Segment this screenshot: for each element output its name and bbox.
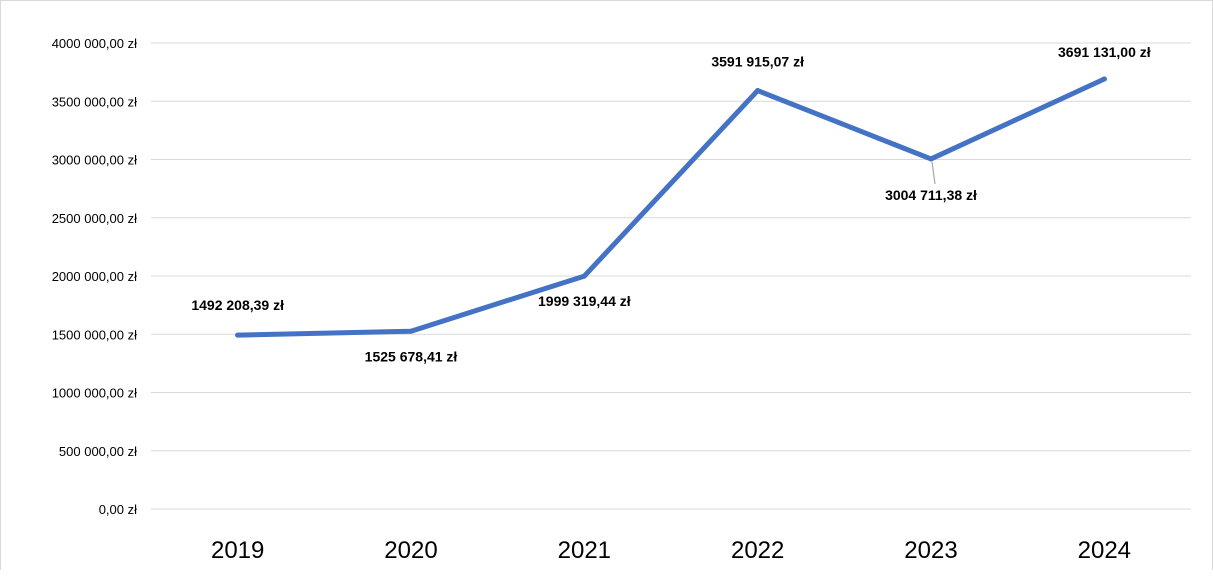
x-tick-label: 2023 [904,537,957,564]
data-label: 3591 915,07 zł [711,54,804,70]
y-tick-label: 4000 000,00 zł [52,36,137,51]
data-label: 1999 319,44 zł [538,293,631,309]
data-point [235,332,241,338]
y-tick-label: 1500 000,00 zł [52,327,137,342]
x-tick-label: 2022 [731,537,784,564]
y-tick-label: 3500 000,00 zł [52,94,137,109]
x-axis-tick-labels: 2019 2020 2021 2022 2023 2024 [211,537,1131,564]
data-label: 3691 131,00 zł [1058,44,1151,60]
x-tick-label: 2021 [558,537,611,564]
x-tick-label: 2024 [1078,537,1131,564]
x-tick-label: 2019 [211,537,264,564]
y-tick-label: 3000 000,00 zł [52,153,137,168]
series-line [235,76,1107,338]
y-axis-tick-labels: 0,00 zł 500 000,00 zł 1000 000,00 zł 1500 0… [52,36,137,517]
data-point [408,328,414,334]
y-tick-label: 2000 000,00 zł [52,269,137,284]
y-tick-label: 1000 000,00 zł [52,386,137,401]
y-tick-label: 2500 000,00 zł [52,211,137,226]
data-label: 1525 678,41 zł [365,348,458,364]
series-line-group [235,76,1107,338]
data-point [581,273,587,279]
data-label: 3004 711,38 zł [885,187,977,203]
data-point [1101,76,1107,82]
x-tick-label: 2020 [384,537,437,564]
data-point [928,156,934,162]
y-tick-label: 500 000,00 zł [59,444,137,459]
data-labels: 1492 208,39 zł 1525 678,41 zł 1999 319,44 … [191,44,1150,364]
y-tick-label: 0,00 zł [99,502,137,517]
data-label: 1492 208,39 zł [191,297,284,313]
data-label-leader-line [931,161,936,185]
data-point [755,88,761,94]
